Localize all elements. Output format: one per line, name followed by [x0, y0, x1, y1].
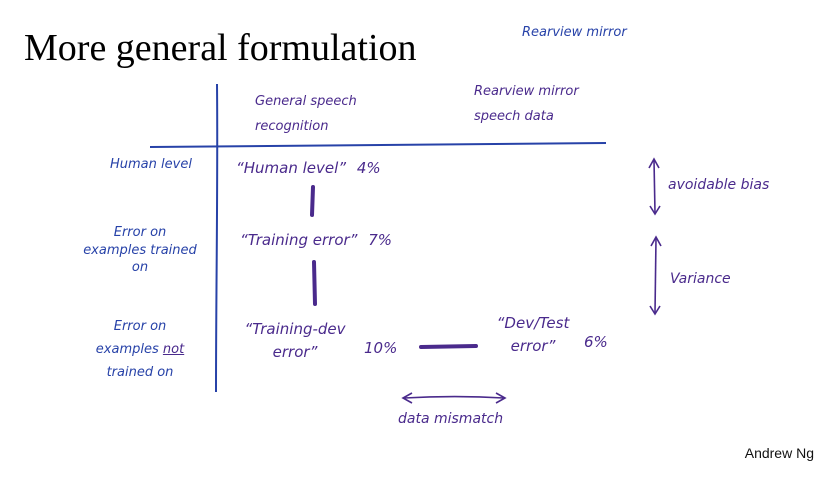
column-header-general: General speech recognition	[255, 90, 357, 139]
row-label-not-trained-examples: examples	[95, 341, 159, 357]
cell-training-dev-error: “Training-dev error”	[230, 318, 360, 365]
slide-title: More general formulation	[24, 27, 417, 69]
annotation-avoidable-bias: avoidable bias	[668, 177, 770, 193]
connector-human-training	[310, 185, 315, 217]
connector-traindev-devtest	[419, 344, 478, 349]
connector-training-traindev	[312, 260, 317, 306]
row-label-not-trained-line3: trained on	[106, 364, 174, 380]
row-label-not-trained-not: not	[162, 341, 185, 357]
cell-dev-test-line2: error”	[510, 337, 556, 356]
row-label-trained-line2: examples trained	[83, 242, 197, 258]
cell-training-dev-line2: error”	[272, 343, 318, 362]
cell-training-error-label: “Training error”	[240, 231, 358, 249]
variance-arrow	[649, 235, 662, 316]
column-header-rearview: Rearview mirror speech data	[474, 80, 579, 129]
cell-dev-test-error: “Dev/Test error”	[478, 312, 588, 359]
column-header-general-line2: recognition	[255, 118, 329, 134]
cell-dev-test-line1: “Dev/Test	[496, 314, 570, 332]
top-right-note: Rearview mirror	[522, 25, 627, 40]
table-header-divider	[149, 142, 607, 148]
column-header-general-line1: General speech	[255, 94, 357, 109]
row-label-not-trained-line1: Error on	[113, 319, 167, 334]
avoidable-bias-arrow	[648, 157, 661, 216]
data-mismatch-arrow	[401, 392, 507, 404]
cell-human-level: “Human level” 4%	[236, 158, 381, 178]
column-header-rearview-line1: Rearview mirror	[474, 84, 579, 99]
cell-training-dev-line1: “Training-dev	[244, 320, 346, 338]
annotation-variance: Variance	[670, 271, 731, 287]
row-label-not-trained-line2: examples not	[82, 339, 198, 362]
row-label-human-level: Human level	[110, 157, 192, 172]
row-label-trained: Error on examples trained on	[82, 224, 198, 277]
table-vertical-divider	[215, 83, 219, 393]
cell-training-error-value: 7%	[368, 231, 393, 249]
column-header-rearview-line2: speech data	[474, 108, 554, 124]
row-label-trained-line1: Error on	[113, 225, 167, 240]
cell-training-dev-value: 10%	[364, 339, 398, 357]
row-label-not-trained: Error on examples not trained on	[82, 316, 198, 384]
annotation-data-mismatch: data mismatch	[398, 411, 504, 427]
author-name: Andrew Ng	[744, 445, 814, 461]
row-label-trained-line3: on	[131, 260, 149, 276]
cell-human-level-value: 4%	[356, 159, 381, 177]
cell-human-level-label: “Human level”	[236, 159, 347, 177]
cell-training-error: “Training error” 7%	[240, 230, 392, 250]
cell-dev-test-value: 6%	[584, 333, 608, 351]
